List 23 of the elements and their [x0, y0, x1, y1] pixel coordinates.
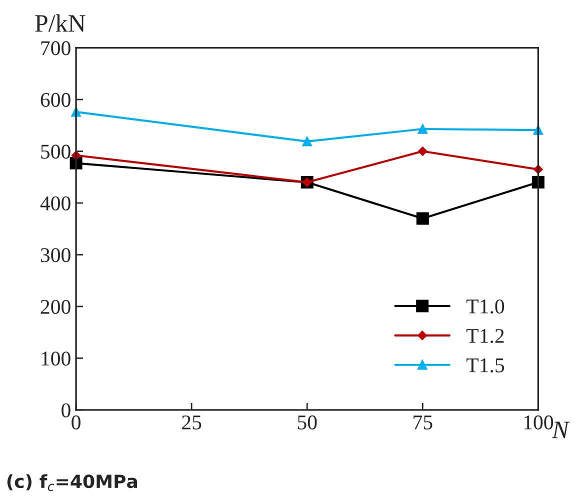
y-tick-label: 500 — [41, 144, 70, 159]
x-tick-label: 75 — [414, 416, 432, 430]
legend-label: T1.0 — [466, 299, 504, 314]
point — [418, 146, 428, 156]
y-tick-label: 200 — [40, 300, 70, 314]
y-tick-label: 0 — [62, 403, 70, 418]
y-tick-label: 100 — [42, 352, 70, 366]
x-tick-label: 0 — [72, 415, 80, 430]
y-tick-label: 600 — [40, 92, 70, 107]
y-axis-title: P/kN — [35, 14, 86, 32]
point — [416, 212, 429, 225]
x-tick-label: 50 — [298, 415, 317, 430]
point — [302, 136, 312, 146]
legend-label: T1.2 — [466, 328, 504, 344]
y-tick-label: 300 — [40, 248, 70, 262]
x-tick-label: 100 — [524, 415, 554, 430]
y-tick-label: 700 — [41, 41, 70, 56]
text: (c) f$_{c}$=40MPa — [7, 474, 138, 492]
legend-label: T1.5 — [466, 358, 504, 372]
x-axis-title: N — [552, 422, 570, 438]
y-tick-label: 400 — [40, 196, 70, 210]
point — [418, 124, 428, 134]
x-tick-label: 25 — [182, 415, 202, 430]
